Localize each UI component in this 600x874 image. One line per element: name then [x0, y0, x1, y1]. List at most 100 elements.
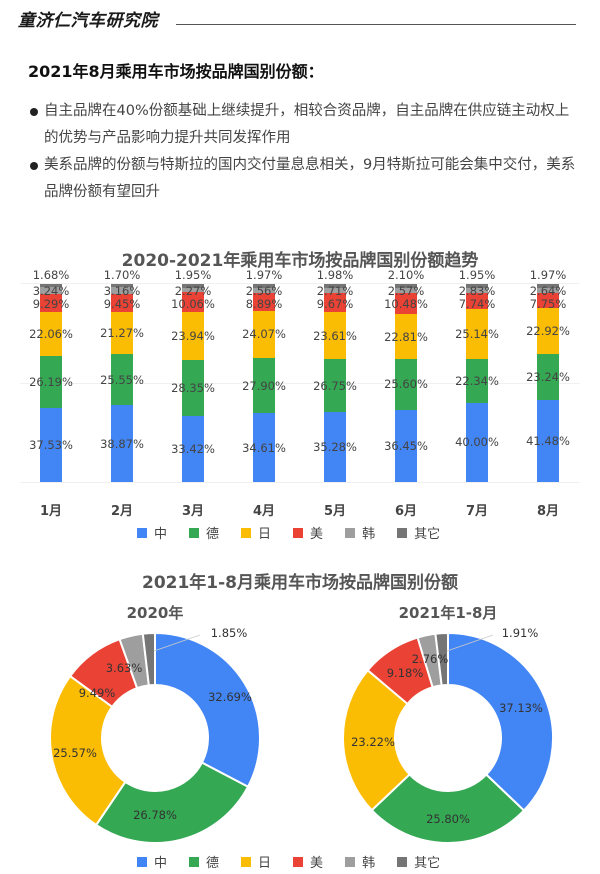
bar-value-label: 22.81% — [384, 329, 428, 344]
bar-value-label: 2.57% — [387, 284, 425, 298]
bar-segment — [182, 312, 204, 360]
bar-value-label: 26.75% — [313, 378, 357, 393]
bar-value-label: 23.61% — [313, 328, 357, 343]
bar-segment — [40, 407, 62, 482]
donut-value-label: 37.13% — [499, 701, 543, 715]
bar-stack — [182, 284, 204, 482]
donut-chart-legend: 中 德 日 美 韩 其它 — [137, 852, 462, 871]
bar-segment — [253, 284, 275, 288]
bar-segment — [537, 287, 559, 294]
legend-swatch-icon — [293, 527, 304, 538]
bar-value-label: 1.97% — [529, 268, 567, 282]
donut-2021-subtitle: 2021年1-8月 — [398, 604, 498, 622]
bar-segment — [182, 292, 204, 313]
bar-segment — [40, 355, 62, 408]
bar-segment — [537, 353, 559, 400]
gridline — [20, 383, 580, 384]
leader-line — [446, 634, 494, 652]
bar-value-label: 37.53% — [29, 437, 73, 452]
bar-segment — [324, 293, 346, 313]
donut-slice — [141, 631, 156, 687]
bar-value-label: 10.48% — [384, 297, 428, 311]
bar-value-label: 1.97% — [245, 268, 283, 282]
donut-slice — [370, 773, 526, 844]
bar-value-label: 2.10% — [387, 268, 425, 282]
bar-stack — [466, 284, 488, 482]
donut-2020-subtitle: 2020年 — [126, 604, 184, 622]
legend-item: 日 — [241, 852, 271, 871]
donut-slice — [94, 761, 250, 844]
legend-label: 日 — [258, 856, 272, 871]
legend-swatch-icon — [137, 527, 147, 538]
donut-value-label: 26.78% — [133, 808, 177, 822]
bar-value-label: 34.61% — [242, 440, 286, 455]
donut-value-label: 9.18% — [386, 666, 424, 680]
bar-segment — [182, 415, 204, 482]
bar-value-label: 26.19% — [29, 374, 73, 389]
bullet-text: 美系品牌的份额与特斯拉的国内交付量息息相关，9月特斯拉可能会集中交付，美系品牌份… — [44, 157, 576, 200]
bar-segment — [324, 412, 346, 482]
bar-value-label: 28.35% — [171, 380, 215, 395]
bar-segment — [537, 284, 559, 288]
bar-value-label: 10.06% — [171, 297, 215, 311]
bar-segment — [40, 312, 62, 356]
bar-value-label: 2.71% — [316, 284, 354, 298]
x-axis-label: 8月 — [536, 504, 560, 519]
bar-segment — [466, 402, 488, 482]
legend-item: 美 — [293, 523, 323, 542]
header-divider — [176, 24, 576, 25]
bar-segment — [182, 287, 204, 293]
trend-chart-title: 2020-2021年乘用车市场按品牌国别份额趋势 — [121, 251, 479, 271]
bar-segment — [466, 308, 488, 359]
bullet-dot-icon — [30, 108, 38, 116]
bar-value-label: 41.48% — [526, 433, 570, 448]
legend-label: 其它 — [414, 856, 441, 871]
bar-value-label: 36.45% — [384, 438, 428, 453]
legend-swatch-icon — [241, 856, 252, 867]
legend-label: 韩 — [362, 527, 376, 542]
bar-value-label: 9.29% — [32, 297, 70, 311]
donut-value-label: 9.49% — [78, 686, 116, 700]
x-axis-label: 7月 — [465, 504, 489, 519]
legend-item: 德 — [189, 523, 219, 542]
donut-value-label: 32.69% — [208, 690, 252, 704]
leader-line — [153, 634, 201, 652]
donut-slice — [447, 631, 554, 812]
bar-segment — [111, 287, 133, 294]
bar-segment — [40, 293, 62, 313]
donut-value-label: 2.76% — [411, 652, 449, 666]
legend-swatch-icon — [397, 527, 408, 538]
bar-value-label: 35.28% — [313, 440, 357, 455]
legend-label: 日 — [258, 527, 272, 542]
bar-segment — [253, 287, 275, 293]
legend-label: 德 — [206, 856, 220, 871]
bar-stack — [395, 284, 417, 482]
legend-swatch-icon — [189, 856, 200, 867]
donut-value-label: 25.57% — [53, 746, 97, 760]
gridline — [20, 283, 580, 284]
bar-segment — [537, 308, 559, 354]
bar-segment — [324, 359, 346, 413]
donut-slice — [49, 674, 127, 827]
bar-value-label: 2.64% — [529, 284, 567, 298]
bar-value-label: 25.60% — [384, 377, 428, 392]
donut-value-label: 1.91% — [501, 626, 539, 640]
legend-item: 日 — [241, 523, 271, 542]
bar-segment — [253, 358, 275, 414]
legend-swatch-icon — [345, 527, 356, 538]
bullet-text: 自主品牌在40%份额基础上继续提升，相较合资品牌，自主品牌在供应链主动权上的优势… — [44, 103, 570, 146]
bar-value-label: 27.90% — [242, 378, 286, 393]
bar-segment — [111, 284, 133, 288]
bar-segment — [40, 287, 62, 294]
gridline — [20, 482, 580, 483]
bar-value-label: 9.67% — [316, 297, 354, 311]
bar-segment — [111, 354, 133, 406]
bar-value-label: 24.07% — [242, 327, 286, 342]
bar-value-label: 23.94% — [171, 328, 215, 343]
bar-segment — [466, 358, 488, 403]
bar-value-label: 7.74% — [458, 297, 496, 311]
bar-segment — [111, 405, 133, 482]
legend-swatch-icon — [189, 527, 200, 538]
legend-item: 韩 — [345, 523, 375, 542]
bullet-list: 自主品牌在40%份额基础上继续提升，相较合资品牌，自主品牌在供应链主动权上的优势… — [28, 98, 580, 206]
